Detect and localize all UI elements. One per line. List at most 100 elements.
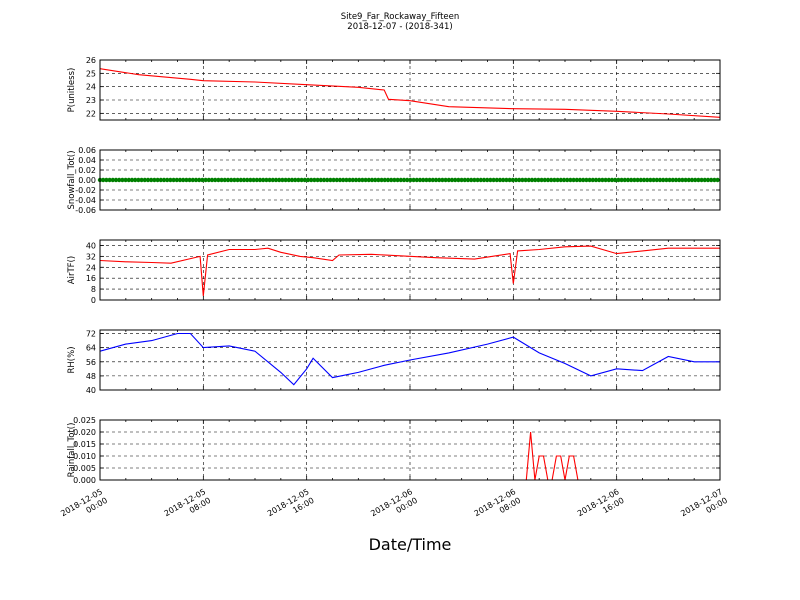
data-point (334, 177, 339, 183)
y-tick-label: 48 (86, 372, 96, 381)
data-point (401, 177, 407, 183)
data-point (702, 177, 707, 183)
data-point (686, 177, 691, 183)
data-point (510, 177, 515, 183)
data-point (565, 177, 570, 183)
y-axis-label: AirTF() (67, 256, 77, 284)
data-point (645, 177, 650, 183)
data-point (251, 177, 256, 183)
data-point (638, 177, 643, 183)
data-point (379, 177, 384, 183)
data-point (520, 177, 525, 183)
data-point (699, 177, 704, 183)
y-tick-label: 0.04 (78, 156, 96, 165)
data-point (664, 177, 669, 183)
y-tick-label: 72 (86, 330, 96, 339)
data-point (312, 177, 317, 183)
data-point (369, 177, 375, 183)
y-tick-label: 0.025 (73, 416, 96, 425)
data-point (126, 177, 131, 183)
data-point (232, 177, 237, 183)
data-point (168, 177, 173, 183)
data-point (245, 177, 250, 183)
data-point (440, 177, 445, 183)
data-point (504, 177, 509, 183)
data-point (261, 177, 266, 183)
data-point (289, 177, 295, 183)
data-point (581, 177, 586, 183)
data-point (424, 177, 429, 183)
data-point (709, 177, 714, 183)
data-point (597, 177, 602, 183)
subplots: 2223242526P(unitless)-0.06-0.04-0.020.00… (67, 56, 721, 485)
data-point (206, 177, 211, 183)
data-point (360, 177, 365, 183)
y-tick-label: 0.06 (78, 146, 96, 155)
data-point (286, 177, 291, 183)
data-point (443, 177, 448, 183)
data-point (187, 177, 192, 183)
axes-frame (99, 149, 721, 211)
y-tick-label: 40 (86, 241, 96, 250)
data-point (104, 177, 109, 183)
data-point (549, 177, 554, 183)
y-tick-label: 8 (91, 285, 96, 294)
data-point (523, 177, 528, 183)
data-point (485, 177, 490, 183)
data-point (152, 177, 157, 183)
data-point (254, 177, 259, 183)
y-tick-label: -0.06 (75, 206, 96, 215)
data-point (382, 177, 387, 183)
data-point (501, 177, 506, 183)
data-point (491, 177, 496, 183)
data-point (542, 177, 547, 183)
data-point (427, 177, 432, 183)
data-point (235, 177, 240, 183)
data-point (625, 177, 631, 183)
data-point (613, 177, 618, 183)
data-point (696, 177, 701, 183)
y-tick-label: 0.02 (78, 166, 96, 175)
data-point (219, 177, 224, 183)
data-point (670, 177, 675, 183)
data-point (587, 177, 592, 183)
data-point (209, 177, 215, 183)
y-tick-label: -0.04 (75, 196, 96, 205)
data-point (238, 177, 243, 183)
series-line (99, 332, 720, 386)
data-point (680, 177, 685, 183)
data-point (414, 177, 419, 183)
data-point (603, 177, 608, 183)
data-point (561, 177, 567, 183)
data-point (497, 177, 503, 183)
data-point (373, 177, 378, 183)
data-point (555, 177, 560, 183)
data-point (385, 177, 391, 183)
y-tick-label: 22 (86, 109, 96, 118)
data-point (267, 177, 272, 183)
data-point (433, 177, 439, 183)
data-point (229, 177, 234, 183)
axes-frame (99, 329, 721, 391)
subplot-5: 0.000 0.005 0.010 0.015 0.020 0.025Rainfall_T… (67, 416, 721, 485)
data-point (293, 177, 298, 183)
data-point (417, 177, 423, 183)
data-point (584, 177, 589, 183)
data-point (350, 177, 355, 183)
subplot-4: 40 48 56 64 72 RH(%) (67, 329, 721, 395)
data-point (376, 177, 381, 183)
data-point (203, 177, 208, 183)
data-point (462, 177, 467, 183)
data-point (641, 177, 647, 183)
data-point (165, 177, 170, 183)
data-point (273, 177, 279, 183)
data-point (101, 177, 106, 183)
data-point (712, 177, 717, 183)
data-point (113, 177, 119, 183)
data-point (321, 177, 327, 183)
data-point (577, 177, 583, 183)
